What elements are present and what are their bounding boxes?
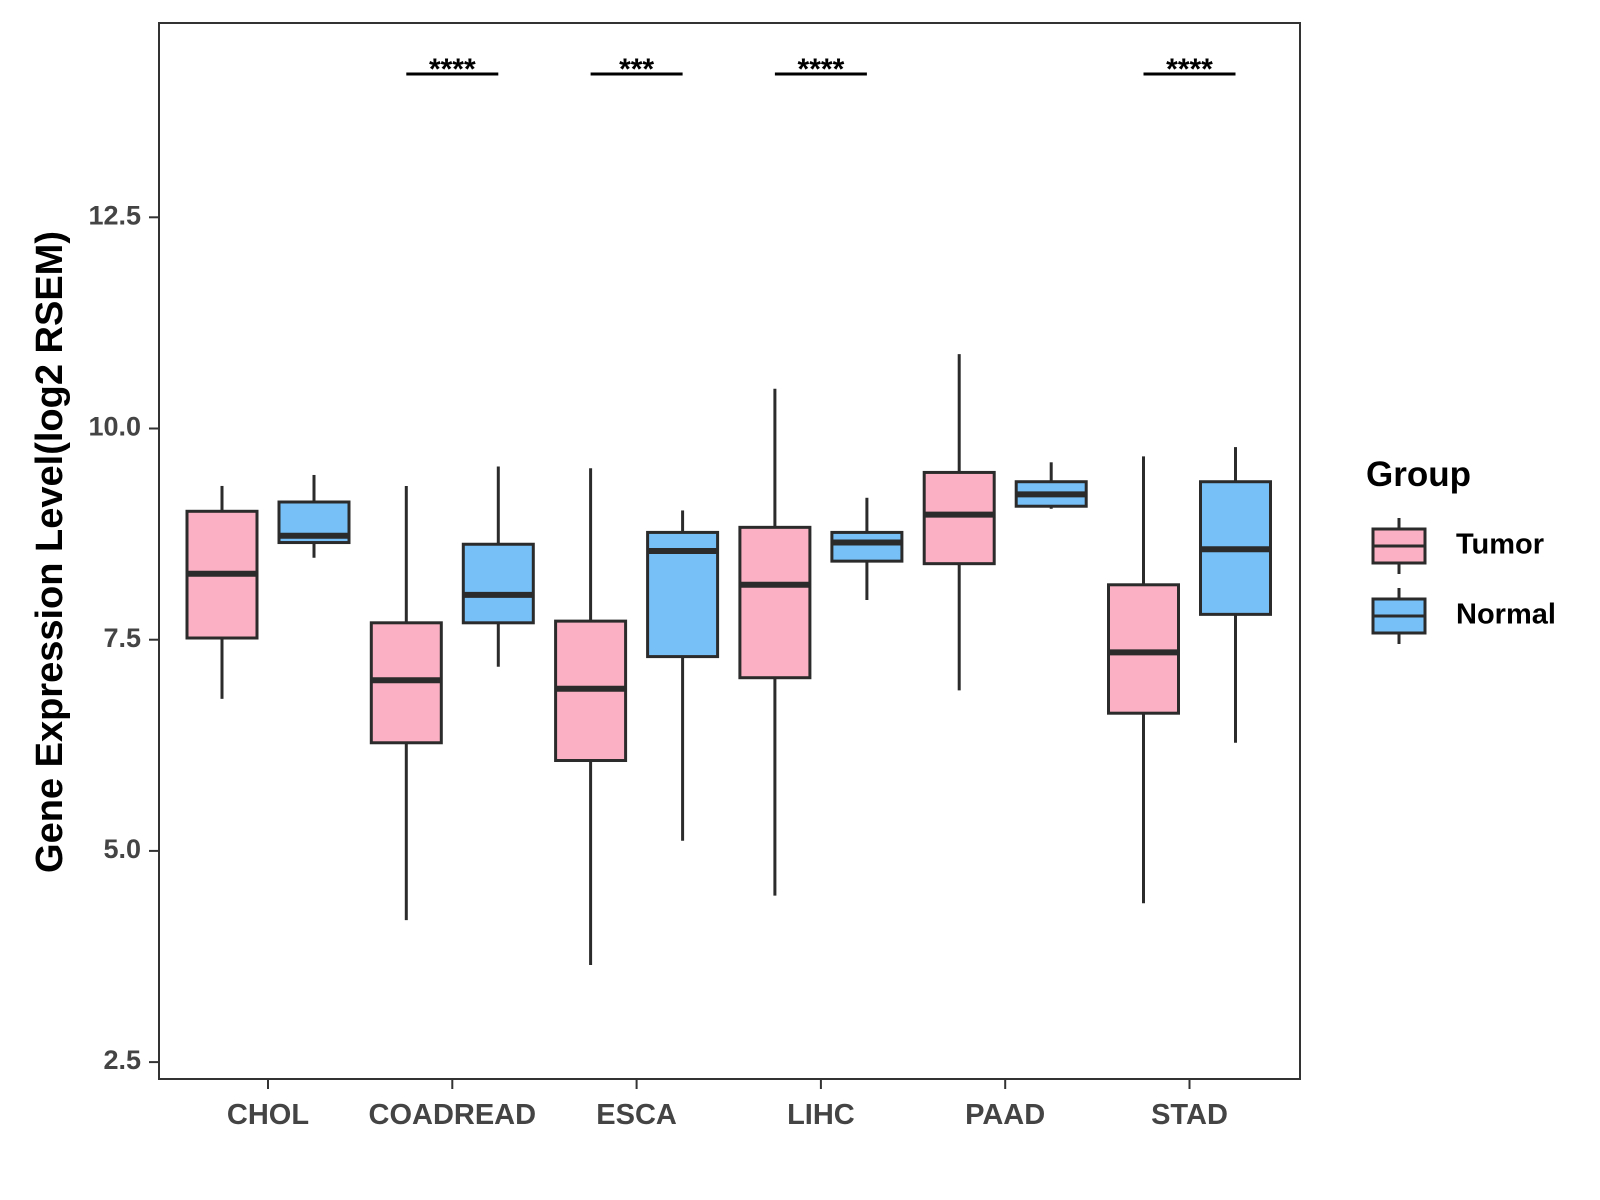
legend-title: Group [1366,455,1471,494]
x-tick-label-stad: STAD [1151,1099,1228,1131]
x-tick-label-coadread: COADREAD [369,1099,537,1131]
box-paad-tumor [922,354,996,691]
x-tick-label-paad: PAAD [965,1099,1045,1131]
plot-boxes [185,354,1272,965]
x-tick-label-esca: ESCA [596,1099,677,1131]
box-lihc-normal [830,497,904,600]
box-coadread-normal [461,466,535,667]
y-tick-label: 5.0 [103,834,141,864]
y-tick-label: 2.5 [103,1045,141,1075]
box-chol-tumor [185,485,259,699]
box-iqr [830,530,904,563]
x-tick-label-lihc: LIHC [787,1099,855,1131]
box-esca-normal [646,510,720,841]
box-stad-normal [1199,447,1272,743]
plot-panel-border [158,22,1301,1080]
box-stad-tumor [1107,456,1180,904]
y-axis: 2.5 5.0 7.5 10.0 12.5 [88,200,159,1075]
box-esca-tumor [554,468,628,965]
significance-label: **** [429,53,476,86]
x-tick-label-chol: CHOL [227,1099,309,1131]
significance-annotations: **** *** **** **** [406,53,1236,86]
significance-esca: *** [590,53,683,86]
y-tick-label: 7.5 [103,623,141,653]
x-axis: CHOL COADREAD ESCA LIHC PAAD STAD [227,1079,1228,1131]
y-tick-label: 12.5 [88,200,141,230]
box-coadread-tumor [369,485,443,921]
significance-label: **** [798,53,845,86]
significance-lihc: **** [774,53,867,86]
significance-coadread: **** [406,53,499,86]
box-iqr [738,525,812,680]
y-axis-title: Gene Expression Level(log2 RSEM) [29,231,71,873]
legend-item-tumor: Tumor [1371,518,1544,574]
box-iqr [461,542,535,625]
legend-label: Tumor [1456,529,1544,561]
y-tick-label: 10.0 [88,412,141,442]
box-paad-normal [1014,462,1088,509]
box-iqr [1107,583,1180,715]
box-iqr [922,470,996,566]
significance-label: *** [619,53,654,86]
legend-item-normal: Normal [1371,588,1556,644]
box-chol-normal [277,474,351,558]
legend-label: Normal [1456,599,1556,631]
significance-label: **** [1166,53,1213,86]
legend: Group Tumor Normal [1366,455,1556,644]
significance-stad: **** [1143,53,1236,86]
box-lihc-tumor [738,388,812,896]
